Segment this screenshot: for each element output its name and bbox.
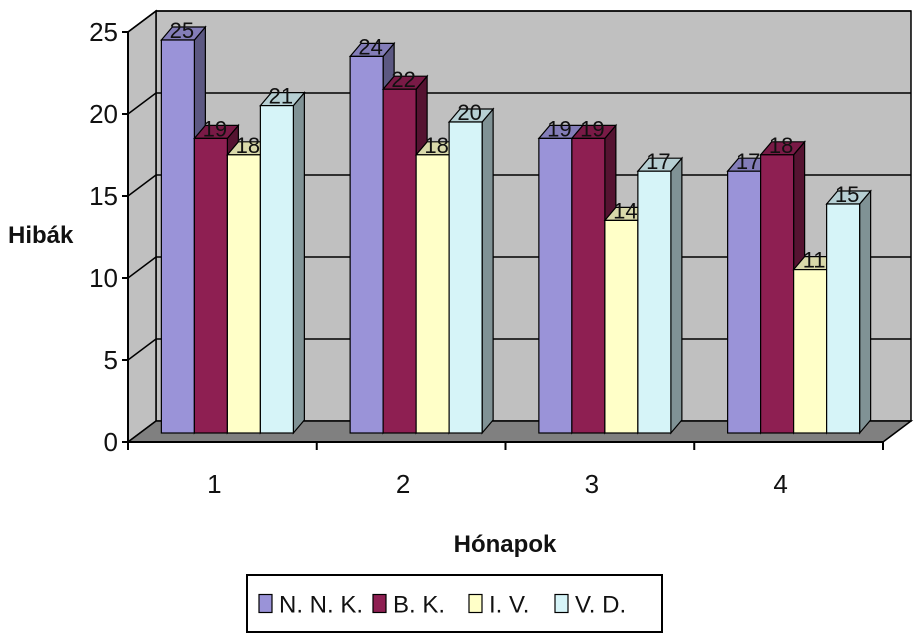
legend-entry: N. N. K. — [279, 592, 363, 619]
gridline-side — [127, 338, 157, 361]
bar-side — [481, 107, 494, 435]
y-tick-label: 20 — [89, 99, 118, 129]
bar-front — [382, 88, 417, 434]
bar-front — [415, 154, 450, 434]
bar — [636, 156, 684, 435]
bar-front — [259, 104, 294, 434]
legend-entry: B. K. — [393, 592, 445, 619]
bar-front — [571, 137, 606, 434]
bar-side — [859, 189, 872, 435]
legend-swatch — [468, 593, 483, 614]
x-tick-label: 4 — [773, 469, 787, 499]
data-label: 18 — [769, 133, 793, 158]
y-axis-title: Hibák — [8, 222, 74, 249]
legend: N. N. K. B. K. I. V. V. D. — [246, 574, 663, 633]
y-tick-label: 5 — [104, 345, 118, 375]
data-label: 20 — [457, 100, 481, 125]
legend-entry: I. V. — [489, 592, 529, 619]
bar-front — [637, 170, 672, 434]
bar-front — [538, 137, 573, 434]
bar — [447, 107, 495, 435]
x-tick-label: 2 — [396, 469, 410, 499]
bar-front — [226, 154, 261, 434]
gridline-side — [127, 174, 157, 197]
bar-front — [349, 55, 384, 434]
gridline-side — [127, 256, 157, 279]
data-label: 25 — [170, 18, 194, 43]
bar-side — [292, 90, 305, 435]
bar — [381, 74, 429, 435]
gridline-side — [127, 92, 157, 115]
data-label: 18 — [236, 133, 260, 158]
x-axis-title: Hónapok — [454, 531, 557, 558]
legend-swatch — [554, 593, 569, 614]
legend-swatch — [372, 593, 387, 614]
bar-front — [448, 121, 483, 434]
data-label: 21 — [269, 84, 293, 109]
data-label: 17 — [646, 149, 670, 174]
data-labels: 25 19 18 21 24 22 18 20 19 19 14 17 17 18 11 15 — [170, 18, 860, 273]
bar-front — [760, 154, 795, 434]
data-label: 19 — [580, 116, 604, 141]
side-wall — [127, 9, 157, 444]
gridline-side — [127, 10, 157, 33]
data-label: 14 — [613, 198, 637, 223]
data-label: 19 — [203, 116, 227, 141]
bar-front — [793, 269, 828, 434]
legend-entry: V. D. — [575, 592, 626, 619]
x-tick-label: 1 — [207, 469, 221, 499]
bars — [160, 25, 872, 435]
bar — [259, 90, 306, 435]
bar — [825, 189, 872, 435]
bar-front — [604, 219, 639, 434]
x-tick-label: 3 — [585, 469, 599, 499]
data-label: 19 — [547, 116, 571, 141]
bar-front — [727, 170, 762, 434]
bar-front — [160, 39, 195, 434]
data-label: 18 — [424, 133, 448, 158]
data-label: 15 — [835, 182, 859, 207]
y-tick-label: 10 — [89, 263, 118, 293]
axes: 0 5 10 15 20 25 1 2 3 4 — [89, 17, 884, 499]
bar-front — [193, 137, 228, 434]
bar-side — [670, 156, 683, 435]
y-tick-label: 25 — [89, 17, 118, 47]
legend-swatch — [258, 593, 273, 614]
data-label: 11 — [803, 248, 826, 273]
data-label: 17 — [736, 149, 760, 174]
y-tick-label: 0 — [104, 427, 118, 457]
data-label: 22 — [391, 67, 415, 92]
bar-front — [826, 203, 861, 434]
y-tick-label: 15 — [89, 181, 118, 211]
data-label: 24 — [358, 34, 382, 59]
legend-box — [246, 574, 663, 633]
